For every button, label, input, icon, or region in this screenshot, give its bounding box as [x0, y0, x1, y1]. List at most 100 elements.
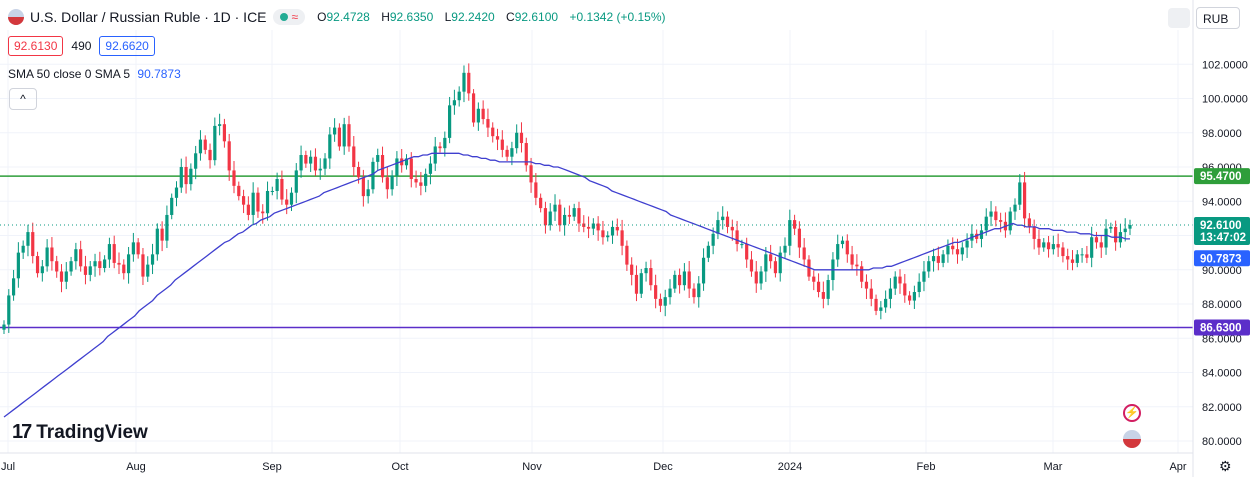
candle-body — [222, 124, 227, 142]
candle — [471, 89, 476, 127]
candle-body — [261, 211, 265, 214]
candle — [975, 229, 979, 244]
candle — [1104, 219, 1108, 255]
candle — [1099, 234, 1103, 258]
collapse-legend-button[interactable]: ^ — [9, 88, 37, 110]
candle-body — [462, 72, 466, 92]
symbol-title[interactable]: U.S. Dollar / Russian Ruble · 1D · ICE — [30, 9, 267, 25]
candle — [884, 290, 888, 313]
candle-body — [1099, 242, 1103, 248]
gear-icon[interactable]: ⚙ — [1219, 458, 1232, 474]
candle — [591, 218, 595, 235]
candle — [999, 212, 1003, 233]
candle — [687, 261, 691, 299]
candle — [706, 241, 710, 263]
candle-body — [486, 119, 490, 128]
candle-body — [740, 244, 744, 246]
candle-body — [356, 167, 361, 178]
indicator-legend[interactable]: SMA 50 close 0 SMA 5 90.7873 — [8, 67, 181, 81]
candle — [912, 285, 916, 309]
lightning-icon[interactable]: ⚡ — [1123, 404, 1141, 422]
candle — [16, 242, 20, 288]
x-tick-label: Nov — [522, 461, 542, 473]
candle — [11, 269, 16, 301]
candle — [203, 135, 207, 155]
candle-body — [467, 72, 471, 94]
candle — [582, 215, 586, 233]
candle-body — [1051, 244, 1055, 250]
candle-body — [69, 261, 73, 272]
candle — [476, 102, 480, 131]
candle-body — [539, 197, 543, 209]
us-flag-event-icon[interactable] — [1123, 430, 1141, 448]
candle — [165, 205, 169, 249]
candle-body — [721, 216, 725, 221]
candle — [21, 240, 25, 259]
candle — [644, 261, 648, 282]
candle-body — [563, 214, 567, 226]
candle-body — [318, 168, 322, 171]
candle-body — [179, 167, 183, 188]
candle-body — [754, 271, 758, 284]
level-label-lower[interactable]: 86.6300 — [1194, 319, 1250, 336]
y-tick-label: 94.0000 — [1202, 196, 1242, 208]
candle — [735, 220, 739, 252]
sell-price[interactable]: 92.6130 — [8, 36, 64, 56]
candle-body — [50, 247, 54, 262]
candle — [577, 201, 581, 232]
candle-body — [347, 124, 351, 147]
candle-body — [654, 285, 658, 299]
candle-body — [419, 182, 423, 186]
candle-body — [812, 276, 816, 282]
candle — [184, 156, 188, 194]
candle — [539, 193, 543, 213]
candle — [64, 262, 68, 290]
candle — [654, 274, 658, 309]
candle-body — [951, 245, 955, 250]
candle — [107, 237, 112, 268]
y-tick-label: 90.0000 — [1202, 265, 1242, 277]
candle-body — [745, 244, 749, 260]
candle-body — [586, 226, 591, 229]
candle-body — [572, 208, 576, 217]
candle-body — [524, 143, 528, 166]
candle-body — [1090, 237, 1094, 258]
level-label-upper[interactable]: 95.4700 — [1194, 168, 1250, 185]
change-value: +0.1342 (+0.15%) — [569, 10, 666, 24]
candle-body — [476, 108, 480, 123]
candle-body — [1085, 254, 1089, 258]
candle-body — [620, 230, 624, 246]
candle-body — [553, 204, 557, 212]
compare-button[interactable] — [1168, 8, 1190, 28]
candle-body — [385, 177, 389, 190]
candle — [850, 245, 854, 270]
candle-body — [1094, 237, 1099, 243]
candle — [380, 146, 385, 183]
candle-body — [227, 141, 231, 171]
sma-value-label-text: 90.7873 — [1200, 253, 1242, 265]
candle — [519, 122, 524, 153]
sma-value-label[interactable]: 90.7873 — [1194, 250, 1250, 267]
candle — [816, 273, 821, 298]
candle-body — [1013, 204, 1017, 212]
candle — [500, 130, 504, 158]
candle — [553, 194, 557, 221]
candle-body — [879, 307, 883, 311]
candle — [424, 168, 428, 193]
currency-selector[interactable]: RUB — [1196, 7, 1240, 29]
candle-body — [826, 280, 830, 299]
buy-price[interactable]: 92.6620 — [99, 36, 155, 56]
y-tick-label: 82.0000 — [1202, 402, 1242, 414]
x-tick-label: Dec — [653, 461, 673, 473]
candle-body — [864, 281, 869, 289]
candle-body — [45, 247, 49, 267]
candle — [414, 170, 418, 188]
candle-body — [979, 230, 984, 239]
candle — [893, 271, 897, 295]
market-status-pill[interactable]: ≈ — [272, 9, 306, 25]
low-value: 92.2420 — [451, 10, 495, 24]
candle — [131, 232, 135, 262]
candle-body — [203, 139, 207, 150]
